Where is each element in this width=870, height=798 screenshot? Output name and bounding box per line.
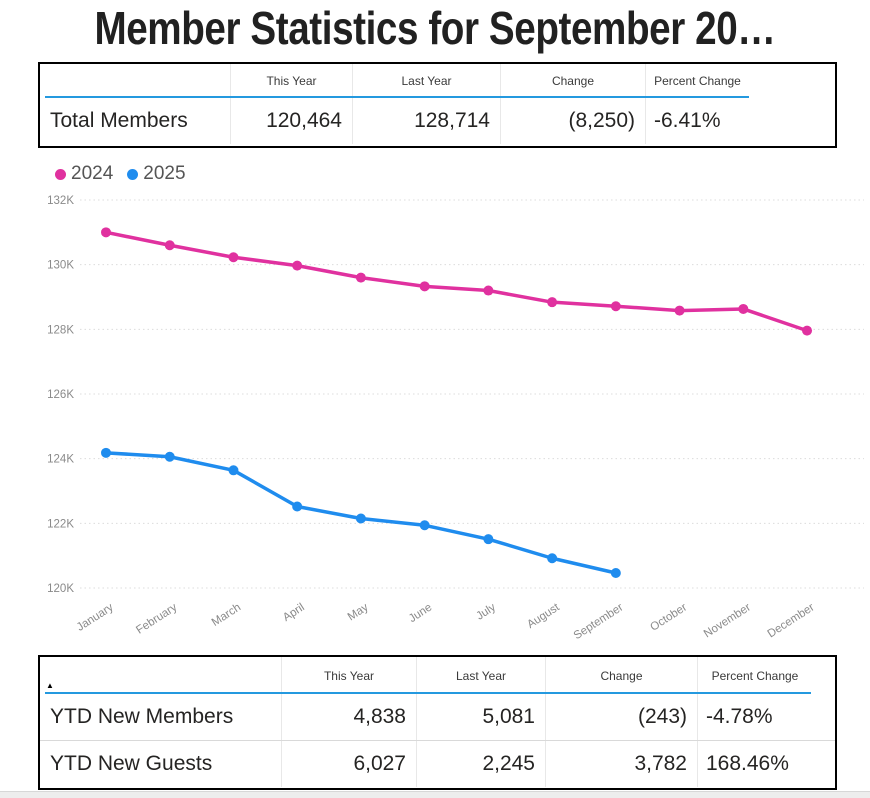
column-header-last-year[interactable]: Last Year [352, 64, 500, 98]
total-members-table: This Year Last Year Change Percent Chang… [38, 62, 837, 148]
cell-this-year: 6,027 [281, 741, 416, 787]
y-axis-tick-label: 130K [47, 260, 74, 272]
table-row[interactable]: YTD New Guests 6,027 2,245 3,782 168.46% [40, 740, 835, 787]
data-point-2024-november[interactable] [738, 303, 749, 314]
data-point-2025-march[interactable] [228, 465, 239, 476]
data-point-2024-june[interactable] [419, 281, 430, 292]
cell-change: 3,782 [545, 741, 697, 787]
column-header-percent-change[interactable]: Percent Change [645, 64, 749, 98]
cell-percent-change: 168.46% [697, 741, 812, 787]
sort-ascending-icon[interactable]: ▲ [46, 681, 54, 690]
x-axis-month-label: May [346, 601, 371, 623]
x-axis-month-label: April [281, 601, 307, 624]
table-row[interactable]: YTD New Members 4,838 5,081 (243) -4.78% [40, 694, 835, 740]
table-header-row: This Year Last Year Change Percent Chang… [40, 64, 835, 98]
data-point-2025-july[interactable] [483, 534, 494, 545]
data-point-2025-january[interactable] [101, 447, 111, 458]
legend-dot-2024-icon [55, 168, 66, 180]
y-axis-tick-label: 120K [47, 583, 74, 595]
y-axis-tick-label: 126K [47, 389, 74, 401]
cell-last-year: 128,714 [352, 98, 500, 144]
x-axis-month-label: November [702, 601, 753, 640]
cell-change: (8,250) [500, 98, 645, 144]
ytd-table: ▲ This Year Last Year Change Percent Cha… [38, 655, 837, 790]
series-line-2024 [104, 230, 809, 333]
x-axis-month-label: October [648, 601, 689, 633]
x-axis-month-label: June [407, 601, 434, 625]
x-axis-month-label: August [525, 601, 562, 631]
cell-last-year: 5,081 [416, 694, 545, 740]
series-line-2025 [104, 451, 618, 575]
data-point-2024-february[interactable] [164, 240, 175, 251]
column-header-percent-change[interactable]: Percent Change [697, 657, 812, 694]
data-point-2025-april[interactable] [292, 501, 303, 512]
x-axis-month-label: March [210, 601, 243, 628]
x-axis-month-label: January [75, 601, 116, 633]
data-point-2025-may[interactable] [355, 513, 366, 524]
header-underline [45, 96, 749, 98]
row-label: YTD New Guests [50, 752, 213, 775]
x-axis-month-label: December [766, 601, 817, 640]
data-point-2024-october[interactable] [674, 305, 685, 316]
x-axis-month-label: July [474, 601, 498, 622]
legend-label: 2025 [143, 163, 186, 184]
column-header-filler [749, 64, 835, 98]
legend-dot-2025-icon [127, 168, 139, 180]
column-header-filler [812, 657, 835, 694]
column-header-change[interactable]: Change [500, 64, 645, 98]
data-point-2025-february[interactable] [164, 451, 175, 462]
cell-change: (243) [545, 694, 697, 740]
cell-filler [812, 741, 835, 787]
row-label: YTD New Members [50, 705, 234, 728]
y-axis-tick-label: 128K [47, 324, 74, 336]
data-point-2024-september[interactable] [610, 301, 621, 312]
data-point-2025-june[interactable] [419, 520, 430, 531]
data-point-2024-december[interactable] [802, 325, 813, 336]
row-label: Total Members [50, 109, 188, 132]
chart-legend: 2024 2025 [55, 163, 186, 185]
cell-this-year: 120,464 [230, 98, 352, 144]
column-header-blank [40, 64, 230, 98]
data-point-2025-september[interactable] [610, 567, 621, 578]
legend-item-2024[interactable]: 2024 [55, 163, 113, 185]
page-title: Member Statistics for September 20… [94, 2, 776, 54]
data-point-2024-august[interactable] [547, 297, 558, 308]
column-header-last-year[interactable]: Last Year [416, 657, 545, 694]
legend-label: 2024 [71, 163, 114, 184]
data-point-2025-august[interactable] [547, 553, 558, 564]
y-axis-tick-label: 124K [47, 454, 74, 466]
page-bottom-edge [0, 791, 870, 798]
cell-percent-change: -4.78% [697, 694, 812, 740]
cell-this-year: 4,838 [281, 694, 416, 740]
column-header-this-year[interactable]: This Year [230, 64, 352, 98]
cell-filler [812, 694, 835, 740]
data-point-2024-january[interactable] [101, 227, 111, 238]
cell-percent-change: -6.41% [645, 98, 749, 144]
y-axis-tick-label: 132K [47, 195, 74, 207]
data-point-2024-may[interactable] [355, 272, 366, 283]
column-header-this-year[interactable]: This Year [281, 657, 416, 694]
y-axis-tick-label: 122K [47, 518, 74, 530]
column-header-change[interactable]: Change [545, 657, 697, 694]
table-row[interactable]: Total Members 120,464 128,714 (8,250) -6… [40, 98, 835, 144]
data-point-2024-april[interactable] [292, 260, 303, 271]
header-underline [45, 692, 811, 694]
column-header-blank[interactable]: ▲ [40, 657, 281, 694]
legend-item-2025[interactable]: 2025 [127, 163, 186, 185]
x-axis-month-label: September [572, 601, 626, 642]
table-header-row: ▲ This Year Last Year Change Percent Cha… [40, 657, 835, 694]
cell-last-year: 2,245 [416, 741, 545, 787]
cell-filler [749, 98, 835, 144]
data-point-2024-march[interactable] [228, 252, 239, 263]
x-axis-month-label: February [134, 601, 179, 636]
data-point-2024-july[interactable] [483, 285, 494, 296]
